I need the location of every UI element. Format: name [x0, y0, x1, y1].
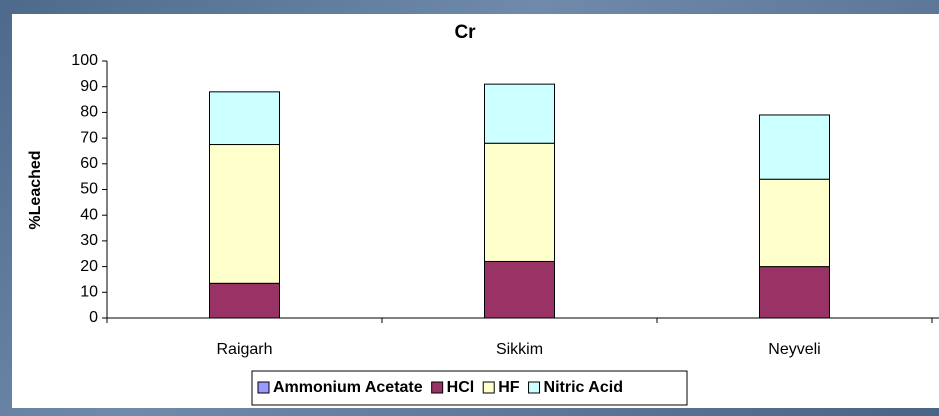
bar-segment	[759, 266, 830, 319]
y-tick-label: 100	[71, 52, 98, 69]
legend-label: HCl	[447, 379, 475, 396]
y-tick-label: 10	[80, 284, 98, 301]
legend-label: Ammonium Acetate	[273, 379, 423, 396]
legend-swatch	[257, 381, 270, 394]
bar-segment	[759, 114, 830, 180]
y-tick-label: 70	[80, 129, 98, 146]
legend-swatch	[528, 381, 541, 394]
y-tick-label: 50	[80, 181, 98, 198]
x-tick-label: Raigarh	[216, 341, 272, 358]
bar-segment	[484, 83, 555, 144]
legend-swatch	[482, 381, 495, 394]
legend	[251, 370, 688, 406]
chart-title: Cr	[454, 22, 476, 43]
y-axis-label: %Leached	[27, 150, 44, 229]
y-tick-label: 40	[80, 206, 98, 223]
legend-swatch	[431, 381, 444, 394]
bar-segment	[484, 142, 555, 262]
x-tick-label: Sikkim	[496, 341, 543, 358]
y-tick-label: 60	[80, 155, 98, 172]
bar-segment	[209, 282, 280, 319]
y-tick-label: 0	[89, 309, 98, 326]
bar-segment	[484, 260, 555, 319]
y-tick-label: 90	[80, 78, 98, 95]
y-tick-label: 20	[80, 258, 98, 275]
x-tick-label: Neyveli	[768, 341, 820, 358]
legend-label: HF	[498, 379, 520, 396]
y-tick-label: 30	[80, 232, 98, 249]
bar-segment	[209, 144, 280, 284]
legend-label: Nitric Acid	[544, 379, 623, 396]
bar-segment	[759, 178, 830, 268]
y-tick-label: 80	[80, 104, 98, 121]
bar-segment	[209, 91, 280, 146]
